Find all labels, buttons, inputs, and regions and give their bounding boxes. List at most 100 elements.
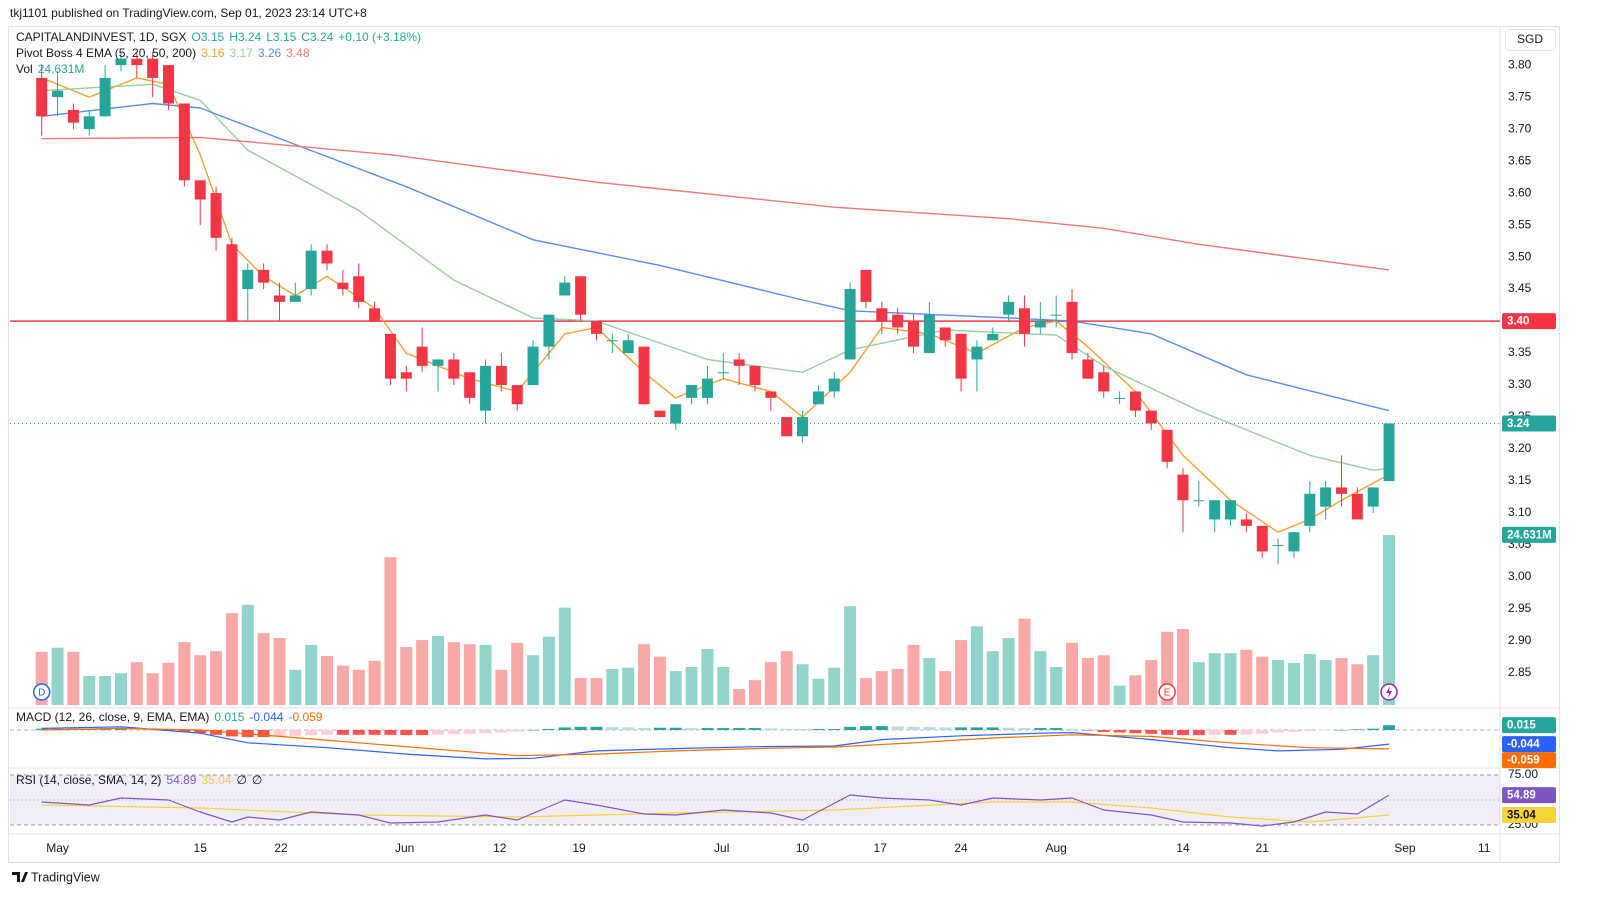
candle-body	[353, 276, 365, 302]
y-tick-label: 3.30	[1508, 377, 1532, 391]
macd-histogram-bar	[1287, 729, 1300, 732]
legend-ohlc: H3.24	[229, 30, 261, 44]
legend-value: 24.631M	[38, 62, 85, 76]
y-tick-label: 3.65	[1508, 153, 1532, 167]
candle-body	[939, 327, 951, 341]
legend-rsi: RSI (14, close, SMA, 14, 2)	[16, 773, 161, 787]
macd-histogram-bar	[542, 729, 555, 730]
candle-body	[1304, 493, 1316, 526]
volume-bar	[780, 651, 793, 705]
y-tick-label: 3.15	[1508, 473, 1532, 487]
candle-body	[511, 385, 523, 405]
volume-bar	[907, 644, 920, 705]
macd-histogram-bar	[210, 729, 223, 735]
volume-bar	[622, 667, 635, 705]
x-tick-label: Jun	[395, 841, 414, 855]
event-marker	[1158, 683, 1176, 701]
macd-histogram-bar	[638, 728, 651, 730]
legend-value: ∅	[236, 773, 246, 787]
candle-body	[83, 116, 95, 130]
macd-histogram-bar	[114, 728, 127, 730]
volume-bar	[67, 651, 80, 705]
volume-bar	[495, 669, 508, 705]
signal-line	[41, 727, 1390, 757]
volume-bar	[844, 606, 857, 705]
rsi-line	[41, 794, 1390, 827]
x-tick-label: 10	[796, 841, 810, 855]
macd-histogram-bar	[1081, 729, 1094, 731]
legend-ohlc: C3.24	[301, 30, 333, 44]
macd-histogram-bar	[1303, 729, 1316, 731]
volume-bar	[352, 669, 365, 705]
macd-histogram-bar	[574, 726, 587, 730]
volume-bar	[542, 636, 555, 705]
candle-body	[781, 417, 793, 437]
volume-bar	[859, 678, 872, 705]
legend-value: -0.059	[288, 710, 322, 724]
macd-histogram-bar	[99, 728, 112, 730]
candle-body	[495, 365, 507, 386]
volume-bar	[1097, 655, 1110, 705]
x-tick-label: 14	[1176, 841, 1190, 855]
legend-title: CAPITALANDINVEST, 1D, SGX	[16, 30, 187, 44]
price-pill-label: 24.631M	[1507, 529, 1552, 541]
candle-body	[1003, 301, 1015, 315]
footer-brand: TradingView	[31, 870, 101, 884]
ema-line	[41, 136, 1390, 271]
ema-line	[41, 102, 1390, 412]
candle-body	[559, 282, 571, 296]
macd-histogram-bar	[194, 729, 207, 734]
macd-histogram-bar	[780, 728, 793, 730]
macd-histogram-bar	[749, 728, 761, 730]
volume-bar	[1367, 655, 1380, 705]
macd-line	[41, 726, 1390, 760]
price-pill	[1502, 717, 1556, 734]
volume-bar	[1224, 653, 1237, 705]
x-tick-label: 21	[1256, 841, 1270, 855]
volume-bar	[574, 678, 587, 705]
candle-body	[971, 346, 983, 360]
currency-box[interactable]	[1505, 29, 1556, 51]
macd-histogram-bar	[986, 727, 999, 730]
macd-histogram-bar	[970, 727, 983, 730]
macd-histogram-bar	[764, 728, 777, 730]
candle-body	[226, 244, 238, 322]
macd-histogram-bar	[1129, 729, 1142, 734]
macd-histogram-bar	[1351, 729, 1364, 730]
volume-bar	[194, 655, 207, 705]
volume-bar	[384, 557, 397, 705]
currency[interactable]: SGD	[1517, 32, 1543, 46]
price-pill-label: 3.24	[1507, 418, 1530, 430]
publish-header: tkj1101 published on TradingView.com, Se…	[10, 6, 367, 20]
macd-histogram-bar	[495, 729, 508, 733]
candle-body	[686, 385, 698, 398]
volume-bar	[1050, 667, 1063, 705]
volume-bars	[35, 534, 1396, 705]
volume-bar	[939, 671, 952, 705]
candle-body	[1193, 500, 1205, 502]
price-pill-label: -0.059	[1507, 755, 1540, 767]
candle-body	[337, 282, 349, 290]
event-label: D	[38, 688, 45, 699]
candle-body	[131, 58, 143, 66]
volume-bar	[368, 660, 381, 705]
candle-body	[99, 77, 111, 117]
price-pill	[1502, 806, 1556, 823]
y-tick-label: 3.55	[1508, 217, 1532, 231]
y-tick-label: 3.45	[1508, 281, 1532, 295]
volume-bar	[447, 642, 460, 705]
candle-body	[733, 359, 745, 366]
candle-body	[717, 372, 729, 374]
volume-bar	[1335, 658, 1348, 705]
candle-body	[1383, 423, 1395, 482]
macd-histogram-bar	[416, 729, 429, 736]
macd-histogram-bar	[1161, 729, 1174, 735]
y-tick-label: 3.10	[1508, 505, 1532, 519]
volume-bar	[1034, 651, 1047, 705]
macd-histogram-bar	[796, 729, 809, 730]
legend-ohlc: O3.15	[192, 30, 225, 44]
candle-body	[543, 314, 555, 347]
macd-histogram-bar	[400, 729, 413, 736]
volume-bar	[1192, 662, 1205, 705]
